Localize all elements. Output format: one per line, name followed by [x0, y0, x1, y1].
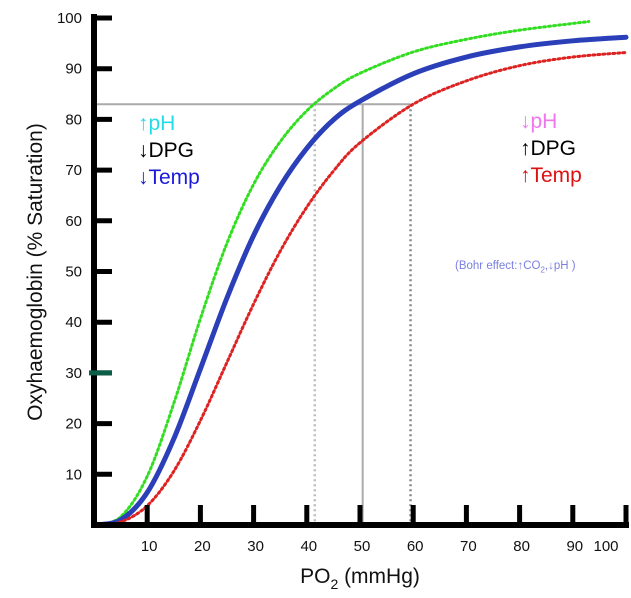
y-tick-label: 20: [65, 416, 82, 433]
arrow-down-icon: ↓: [520, 110, 531, 133]
arrow-up-icon: ↑: [517, 260, 524, 272]
bohr-effect-note: (Bohr effect:↑CO2,↓pH ): [455, 260, 576, 275]
x-tick-label: 90: [566, 538, 583, 555]
arrow-down-icon: ↓: [138, 166, 149, 189]
x-tick-label: 100: [593, 538, 618, 555]
series-curve-1: [91, 34, 629, 528]
x-tick-label: 20: [194, 538, 211, 555]
arrow-up-icon: ↑: [520, 137, 531, 160]
y-tick-label: 30: [65, 365, 82, 382]
series-curve-0: [92, 20, 591, 527]
factor-label: DPG: [530, 137, 577, 160]
y-tick-label: 40: [65, 314, 82, 331]
x-tick-label: 40: [300, 538, 317, 555]
x-axis-title: PO2 (mmHg): [300, 565, 420, 592]
y-tick-label: 100: [57, 10, 82, 27]
x-tick-label: 10: [141, 538, 158, 555]
right-shift-factors: ↓pH ↑DPG ↑Temp: [520, 108, 582, 189]
arrow-down-icon: ↓: [138, 139, 149, 162]
factor-label: pH: [148, 112, 176, 135]
y-tick-label: 80: [65, 111, 82, 128]
x-tick-label: 70: [460, 538, 477, 555]
factor-label: DPG: [148, 139, 195, 162]
factor-ph-up: ↑pH: [138, 110, 200, 137]
left-shift-factors: ↑pH ↓DPG ↓Temp: [138, 110, 200, 191]
arrow-up-icon: ↑: [520, 164, 531, 187]
factor-label: Temp: [530, 164, 582, 187]
x-tick-label: 30: [247, 538, 264, 555]
y-tick-label: 90: [65, 61, 82, 78]
factor-dpg-up: ↑DPG: [520, 135, 582, 162]
x-tick-label: 50: [354, 538, 371, 555]
y-tick-label: 60: [65, 213, 82, 230]
y-tick-label: 10: [65, 466, 82, 483]
x-tick-label: 80: [513, 538, 530, 555]
factor-ph-down: ↓pH: [520, 108, 582, 135]
arrow-down-icon: ↓: [548, 260, 554, 272]
y-tick-label: 70: [65, 162, 82, 179]
y-tick-label: 50: [65, 264, 82, 281]
series-curve-2: [92, 50, 628, 527]
factor-temp-up: ↑Temp: [520, 162, 582, 189]
factor-temp-down: ↓Temp: [138, 164, 200, 191]
x-tick-label: 60: [407, 538, 424, 555]
factor-dpg-down: ↓DPG: [138, 137, 200, 164]
factor-label: Temp: [148, 166, 200, 189]
arrow-up-icon: ↑: [138, 112, 149, 135]
y-axis-title: Oxyhaemoglobin (% Saturation): [24, 123, 47, 421]
factor-label: pH: [530, 110, 558, 133]
